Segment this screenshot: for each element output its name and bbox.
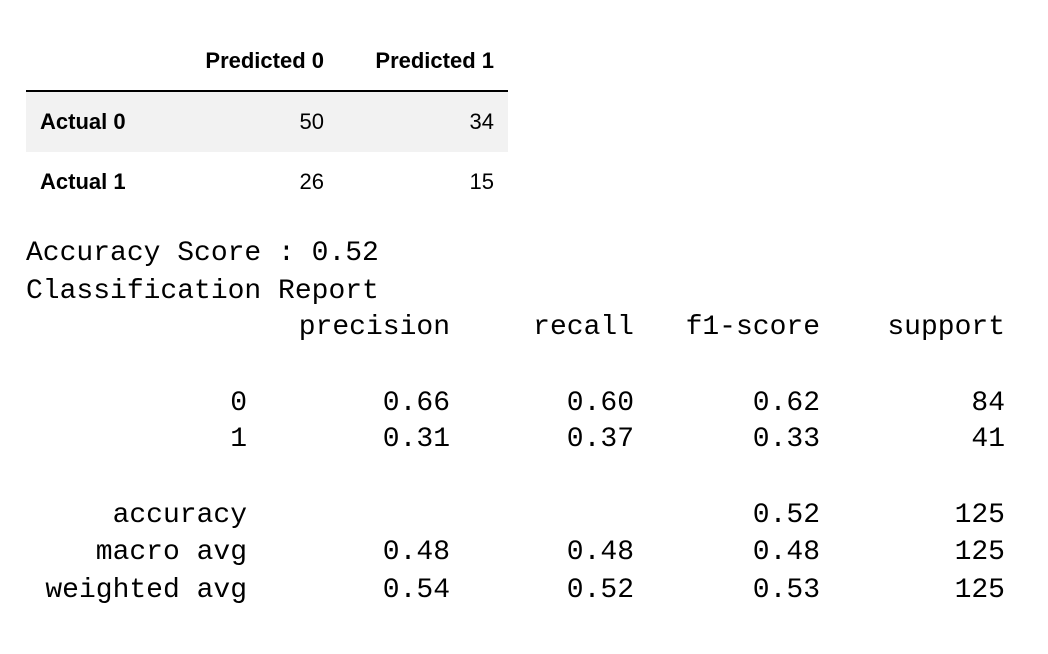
table-header-row: Predicted 0 Predicted 1: [26, 32, 508, 92]
report-row-label: accuracy: [112, 500, 247, 531]
report-cell-f1: 0.33: [752, 424, 820, 455]
report-cell-precision: 0.48: [382, 537, 450, 568]
table-cell: 50: [299, 109, 324, 134]
column-header-predicted-0: Predicted 0: [168, 32, 338, 92]
report-cell-support: 84: [971, 388, 1005, 419]
report-cell-recall: 0.37: [566, 424, 634, 455]
report-cell-f1: 0.48: [752, 537, 820, 568]
report-row-label: weighted avg: [45, 575, 247, 606]
report-cell-support: 125: [954, 537, 1005, 568]
report-cell-support: 41: [971, 424, 1005, 455]
table-cell: 34: [469, 109, 494, 134]
report-cell-recall: 0.60: [566, 388, 634, 419]
table-cell: 15: [469, 169, 494, 194]
report-header-support: support: [887, 312, 1005, 343]
report-cell-recall: 0.48: [566, 537, 634, 568]
report-header-f1-score: f1-score: [685, 312, 820, 343]
report-cell-f1: 0.52: [752, 500, 820, 531]
report-cell-f1: 0.53: [752, 575, 820, 606]
table-row: Actual 0 50 34: [26, 91, 508, 152]
table-cell: 26: [299, 169, 324, 194]
column-header-predicted-1: Predicted 1: [338, 32, 508, 92]
table-row: Actual 1 26 15: [26, 152, 508, 212]
report-row-label: macro avg: [95, 537, 247, 568]
report-cell-precision: 0.54: [382, 575, 450, 606]
row-header-actual-1: Actual 1: [40, 169, 126, 194]
report-cell-support: 125: [954, 575, 1005, 606]
report-cell-precision: 0.31: [382, 424, 450, 455]
report-cell-f1: 0.62: [752, 388, 820, 419]
report-header-recall: recall: [533, 312, 634, 343]
report-row-label: 1: [230, 424, 247, 455]
report-header-precision: precision: [298, 312, 450, 343]
accuracy-score-line: Accuracy Score : 0.52: [26, 238, 379, 269]
confusion-matrix-table: Predicted 0 Predicted 1 Actual 0 50 34 A…: [26, 32, 508, 212]
report-row-label: 0: [230, 388, 247, 419]
report-cell-precision: 0.66: [382, 388, 450, 419]
report-cell-support: 125: [954, 500, 1005, 531]
report-cell-recall: 0.52: [566, 575, 634, 606]
table-corner-cell: [26, 32, 168, 92]
row-header-actual-0: Actual 0: [40, 109, 126, 134]
classification-report-title: Classification Report: [26, 276, 379, 307]
